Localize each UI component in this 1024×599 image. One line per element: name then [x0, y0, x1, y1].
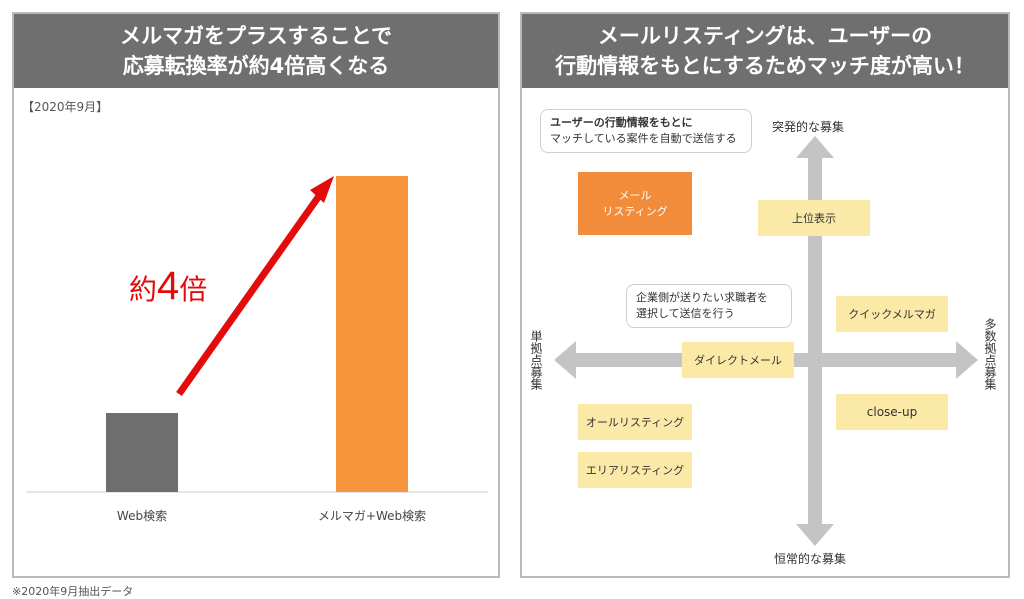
bar-0 [106, 413, 178, 492]
right-panel-header: メールリスティングは、ユーザーの 行動情報をもとにするためマッチ度が高い！ [522, 14, 1008, 88]
left-title-line2: 応募転換率が約4倍高くなる [122, 54, 390, 78]
left-panel: メルマガをプラスすることで 応募転換率が約4倍高くなる 【2020年9月】 約4… [12, 12, 500, 578]
footnote: ※2020年9月抽出データ [12, 585, 134, 598]
bubble-mail-listing-bold: ユーザーの行動情報をもとに [550, 116, 693, 129]
annotation-suffix: 倍 [179, 274, 207, 305]
bar-chart: 約4倍 Web検索 メルマガ+Web検索 [26, 176, 488, 523]
left-arrow-icon [554, 341, 576, 379]
box-area-listing: エリアリスティング [578, 452, 692, 488]
box-top-display: 上位表示 [758, 200, 870, 236]
right-arrow-icon [956, 341, 978, 379]
growth-arrowhead [310, 176, 334, 203]
box-mail-listing: メール リスティング [578, 172, 692, 235]
mail-listing-line1: メール [618, 188, 652, 202]
date-note: 【2020年9月】 [22, 100, 109, 114]
box-quick-mailmag: クイックメルマガ [836, 296, 948, 332]
speech-bubble-direct-mail: 企業側が送りたい求職者を 選択して送信を行う [626, 284, 792, 328]
left-title-line1: メルマガをプラスすることで [120, 24, 392, 48]
vertical-axis-shaft [808, 154, 822, 536]
annotation-label: 約4倍 [129, 264, 207, 308]
right-title-line1: メールリスティングは、ユーザーの [597, 24, 933, 48]
axis-label-bottom: 恒常的な募集 [774, 552, 847, 566]
bubble-direct-mail-line1: 企業側が送りたい求職者を [636, 291, 768, 304]
annotation-number: 4 [157, 264, 179, 308]
bubble-direct-mail-line2: 選択して送信を行う [636, 307, 735, 320]
left-panel-header: メルマガをプラスすることで 応募転換率が約4倍高くなる [14, 14, 498, 88]
axis-label-left: 単拠点募集 [529, 330, 543, 390]
down-arrow-icon [796, 524, 834, 546]
box-all-listing: オールリスティング [578, 404, 692, 440]
box-direct-mail: ダイレクトメール [682, 342, 794, 378]
box-close-up: close-up [836, 394, 948, 430]
axis-label-right: 多数拠点募集 [983, 318, 997, 390]
bar-label-1: メルマガ+Web検索 [318, 509, 426, 523]
bar-label-0: Web検索 [117, 509, 167, 523]
right-title-line2: 行動情報をもとにするためマッチ度が高い！ [555, 54, 975, 78]
axis-label-top: 突発的な募集 [772, 120, 845, 134]
annotation-prefix: 約 [129, 274, 157, 305]
mail-listing-line2: リスティング [602, 204, 668, 218]
bubble-mail-listing-text: マッチしている案件を自動で送信する [550, 132, 737, 145]
growth-arrow [176, 193, 322, 397]
bar-1 [336, 176, 408, 492]
right-panel: メールリスティングは、ユーザーの 行動情報をもとにするためマッチ度が高い！ 突発… [520, 12, 1010, 578]
speech-bubble-mail-listing: ユーザーの行動情報をもとに マッチしている案件を自動で送信する [540, 109, 752, 153]
up-arrow-icon [796, 136, 834, 158]
